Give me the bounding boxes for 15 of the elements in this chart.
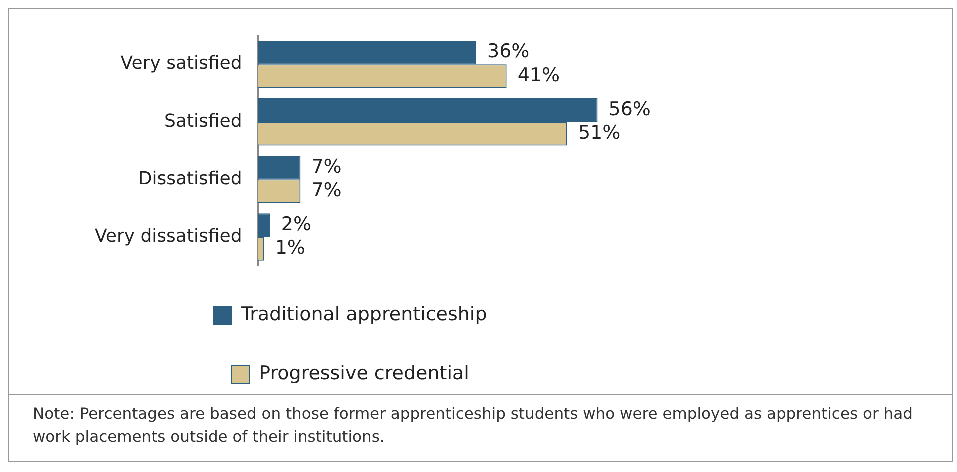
data-label: 51%: [578, 122, 621, 144]
data-label: 56%: [608, 98, 651, 120]
data-label: 36%: [488, 40, 530, 63]
legend-label: Traditional apprenticeship: [240, 303, 488, 326]
data-label: 41%: [518, 64, 560, 86]
data-label: 2%: [281, 213, 312, 236]
data-label: 7%: [312, 156, 342, 178]
data-label: 7%: [312, 179, 342, 202]
y-tick-label: Satisfied: [164, 110, 242, 132]
legend-label: Progressive credential: [259, 362, 470, 384]
y-tick-label: Dissatisfied: [138, 168, 242, 190]
y-tick-label: Very dissatisfied: [94, 226, 242, 247]
y-tick-label: Very satisfied: [120, 53, 242, 74]
text: Note: Percentages are based on those former apprenticeship students who were employed as apprentices or had work placements outside of their institutions.: [33, 404, 914, 448]
data-label: 1%: [275, 236, 306, 259]
